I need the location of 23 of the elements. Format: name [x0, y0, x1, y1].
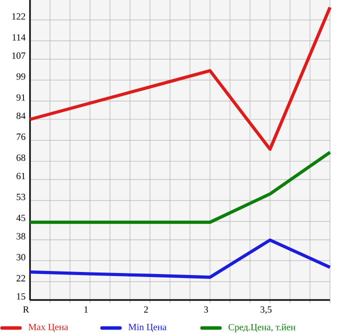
y-tick-label: 107: [12, 52, 26, 59]
y-tick-label: 30: [16, 254, 26, 260]
x-tick-label: 2: [144, 306, 148, 313]
y-tick-label: 99: [16, 73, 26, 80]
legend-label: Сред.Цена, т.йен: [228, 324, 296, 332]
y-tick-label: 45: [16, 214, 26, 222]
legend-label: Min Цена: [128, 324, 167, 332]
x-tick-label: 3: [204, 306, 208, 313]
y-tick-label: 122: [12, 13, 26, 20]
y-tick-label: 68: [16, 154, 26, 161]
y-tick-label: 91: [16, 94, 26, 101]
y-tick-label: 84: [16, 112, 26, 120]
y-tick-label: 61: [16, 172, 26, 180]
x-tick-label: R: [23, 306, 30, 313]
x-tick-label: 3,5: [260, 306, 272, 314]
legend-label: Max Цена: [28, 324, 68, 332]
y-tick-label: 114: [12, 34, 26, 40]
y-tick-label: 76: [16, 134, 26, 140]
x-tick-label: 1: [84, 306, 88, 313]
y-tick-label: 53: [16, 194, 26, 200]
y-tick-label: 38: [16, 233, 26, 240]
y-tick-label: 15: [17, 293, 26, 300]
y-tick-label: 22: [16, 275, 26, 282]
